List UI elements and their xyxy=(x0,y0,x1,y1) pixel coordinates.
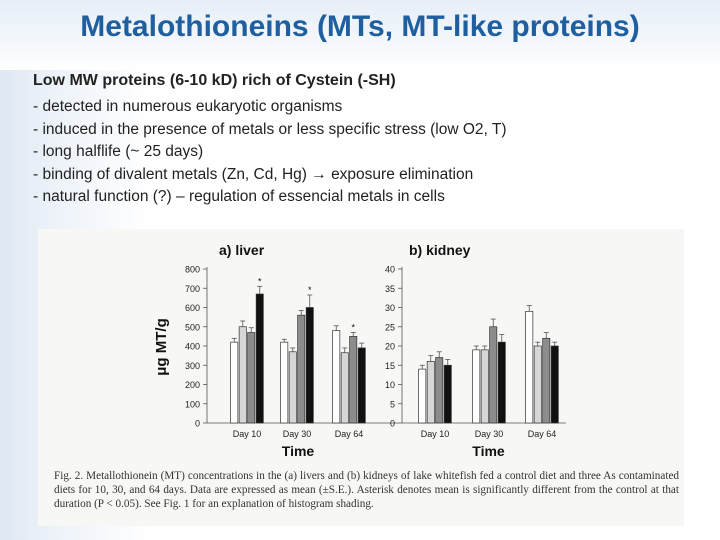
bar xyxy=(288,351,297,424)
y-tick-label: 700 xyxy=(185,284,200,294)
bar xyxy=(542,337,551,424)
y-tick-label: 500 xyxy=(185,322,200,332)
bullet-list: - detected in numerous eukaryotic organi… xyxy=(33,96,507,209)
bullet-item: - detected in numerous eukaryotic organi… xyxy=(33,98,343,115)
bar xyxy=(489,326,498,424)
bar xyxy=(230,341,239,424)
bar xyxy=(238,326,247,424)
y-tick-label: 200 xyxy=(185,380,200,390)
significance-asterisk: * xyxy=(308,285,312,295)
bar xyxy=(357,347,366,424)
bar xyxy=(247,332,256,424)
x-tick-label: Day 64 xyxy=(528,429,557,439)
bar xyxy=(418,368,427,424)
x-tick-label: Day 30 xyxy=(475,429,504,439)
bar xyxy=(497,341,506,424)
bar xyxy=(255,293,264,424)
figure-caption: Fig. 2. Metallothionein (MT) concentrati… xyxy=(54,470,679,510)
bar xyxy=(550,345,559,424)
bar xyxy=(297,314,306,424)
bar xyxy=(525,310,534,424)
y-tick-label: 40 xyxy=(385,265,395,275)
x-tick-label: Day 30 xyxy=(283,429,312,439)
x-axis-label: Time xyxy=(282,443,315,459)
x-tick-label: Day 10 xyxy=(233,429,262,439)
background-gradient-top xyxy=(0,0,720,70)
bar xyxy=(340,352,349,424)
y-tick-label: 600 xyxy=(185,303,200,313)
bar xyxy=(280,341,289,424)
significance-asterisk: * xyxy=(351,323,355,333)
slide-subtitle: Low MW proteins (6-10 kD) rich of Cystei… xyxy=(33,72,396,89)
y-tick-label: 20 xyxy=(385,342,395,352)
bar xyxy=(426,361,435,424)
bar xyxy=(472,349,481,424)
y-tick-label: 35 xyxy=(385,284,395,294)
y-tick-label: 30 xyxy=(385,303,395,313)
bar xyxy=(435,357,444,424)
y-tick-label: 800 xyxy=(185,265,200,275)
y-tick-label: 10 xyxy=(385,380,395,390)
chart-title-liver: a) liver xyxy=(219,242,265,258)
x-tick-label: Day 10 xyxy=(421,429,450,439)
significance-asterisk: * xyxy=(258,276,262,286)
y-tick-label: 100 xyxy=(185,399,200,409)
y-tick-label: 0 xyxy=(390,419,395,429)
bullet-item: - natural function (?) – regulation of e… xyxy=(33,188,445,205)
chart-title-kidney: b) kidney xyxy=(409,242,471,258)
bar xyxy=(349,336,358,424)
figure-image: μg MT/g a) liver 0 100 200 300 400 500 600 700 800… xyxy=(38,229,684,526)
y-tick-label: 5 xyxy=(390,399,395,409)
y-tick-label: 0 xyxy=(195,419,200,429)
y-tick-label: 15 xyxy=(385,361,395,371)
bar xyxy=(533,345,542,424)
x-axis-label: Time xyxy=(472,443,505,459)
bar xyxy=(480,349,489,424)
bullet-item: - induced in the presence of metals or l… xyxy=(33,120,507,138)
bar xyxy=(332,330,341,424)
bullet-item: - binding of divalent metals (Zn, Cd, Hg… xyxy=(33,165,474,183)
y-axis-label: μg MT/g xyxy=(153,318,170,376)
x-tick-label: Day 64 xyxy=(335,429,364,439)
y-tick-label: 25 xyxy=(385,322,395,332)
bullet-item: - long halflife (~ 25 days) xyxy=(33,143,204,160)
bar xyxy=(443,364,452,424)
bar xyxy=(305,307,314,424)
figure-chart-svg: μg MT/ga) liver0100200300400500600700800… xyxy=(153,242,566,459)
y-tick-label: 400 xyxy=(185,342,200,352)
y-tick-label: 300 xyxy=(185,361,200,371)
slide-title: Metalothioneins (MTs, MT-like proteins) xyxy=(80,10,640,43)
